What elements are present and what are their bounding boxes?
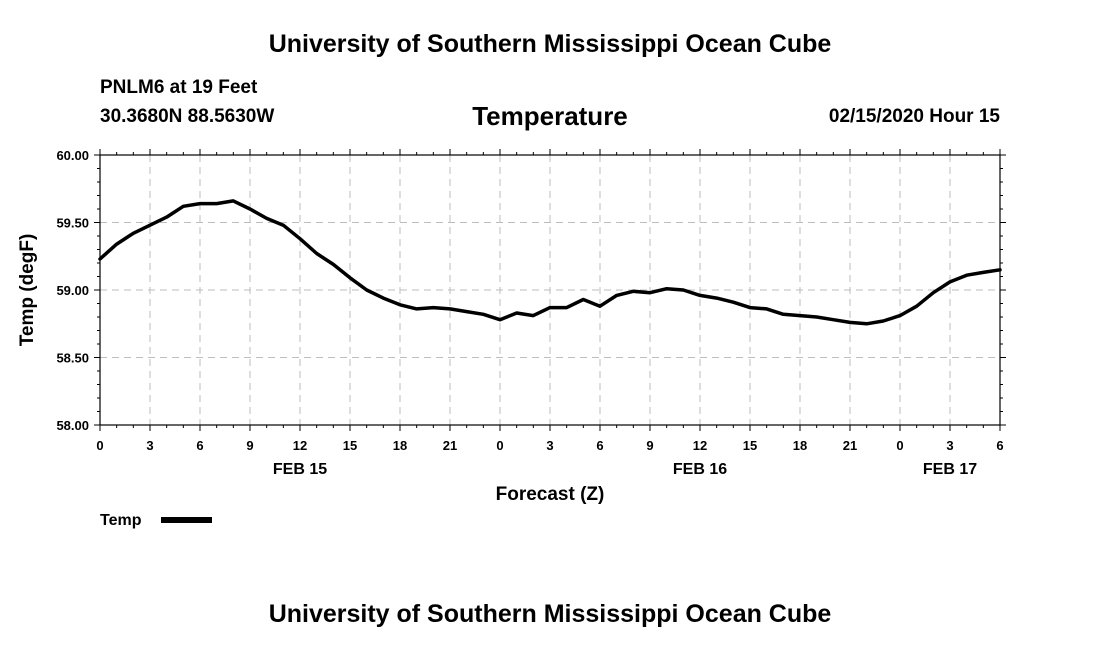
top-title: University of Southern Mississippi Ocean… — [268, 30, 832, 58]
x-tick-label: 3 — [946, 438, 953, 453]
x-tick-label: 3 — [146, 438, 153, 453]
bottom-title: University of Southern Mississippi Ocean… — [268, 600, 832, 628]
valid-time-label: 02/15/2020 Hour 15 — [828, 106, 1000, 127]
date-label: FEB 16 — [673, 461, 727, 478]
x-axis-title: Forecast (Z) — [496, 484, 605, 505]
x-tick-label: 18 — [793, 438, 807, 453]
x-tick-label: 21 — [443, 438, 457, 453]
axis-labels: 58.00 58.50 59.00 59.50 60.00 0 3 6 9 12 15 18 21 0 3 6… — [56, 148, 1003, 478]
y-tick-label: 58.00 — [56, 418, 89, 433]
x-tick-label: 12 — [293, 438, 307, 453]
x-tick-label: 3 — [546, 438, 553, 453]
y-tick-label: 58.50 — [56, 351, 89, 366]
x-tick-label: 0 — [496, 438, 503, 453]
x-tick-label: 21 — [843, 438, 857, 453]
x-tick-label: 0 — [896, 438, 903, 453]
location-label: 30.3680N 88.5630W — [100, 106, 275, 127]
y-tick-label: 60.00 — [56, 148, 89, 163]
plot-frame — [99, 154, 1001, 426]
chart-title: Temperature — [472, 101, 628, 131]
x-tick-label: 15 — [343, 438, 357, 453]
grid — [100, 155, 1000, 425]
x-tick-label: 6 — [996, 438, 1003, 453]
x-tick-label: 6 — [596, 438, 603, 453]
x-tick-label: 12 — [693, 438, 707, 453]
x-tick-label: 15 — [743, 438, 757, 453]
series-layer — [98, 199, 1002, 326]
y-axis-title: Temp (degF) — [17, 234, 38, 347]
x-tick-label: 9 — [646, 438, 653, 453]
station-label: PNLM6 at 19 Feet — [100, 77, 258, 98]
x-tick-label: 18 — [393, 438, 407, 453]
x-tick-label: 0 — [96, 438, 103, 453]
date-label: FEB 15 — [273, 461, 327, 478]
x-tick-label: 9 — [246, 438, 253, 453]
legend-label-temp: Temp — [100, 512, 142, 529]
x-tick-label: 6 — [196, 438, 203, 453]
date-label: FEB 17 — [923, 461, 977, 478]
series-line-temp — [98, 199, 1002, 326]
y-tick-label: 59.50 — [56, 216, 89, 231]
y-tick-label: 59.00 — [56, 283, 89, 298]
temperature-chart: 58.00 58.50 59.00 59.50 60.00 0 3 6 9 12 15 18 21 0 3 6… — [17, 148, 1006, 529]
